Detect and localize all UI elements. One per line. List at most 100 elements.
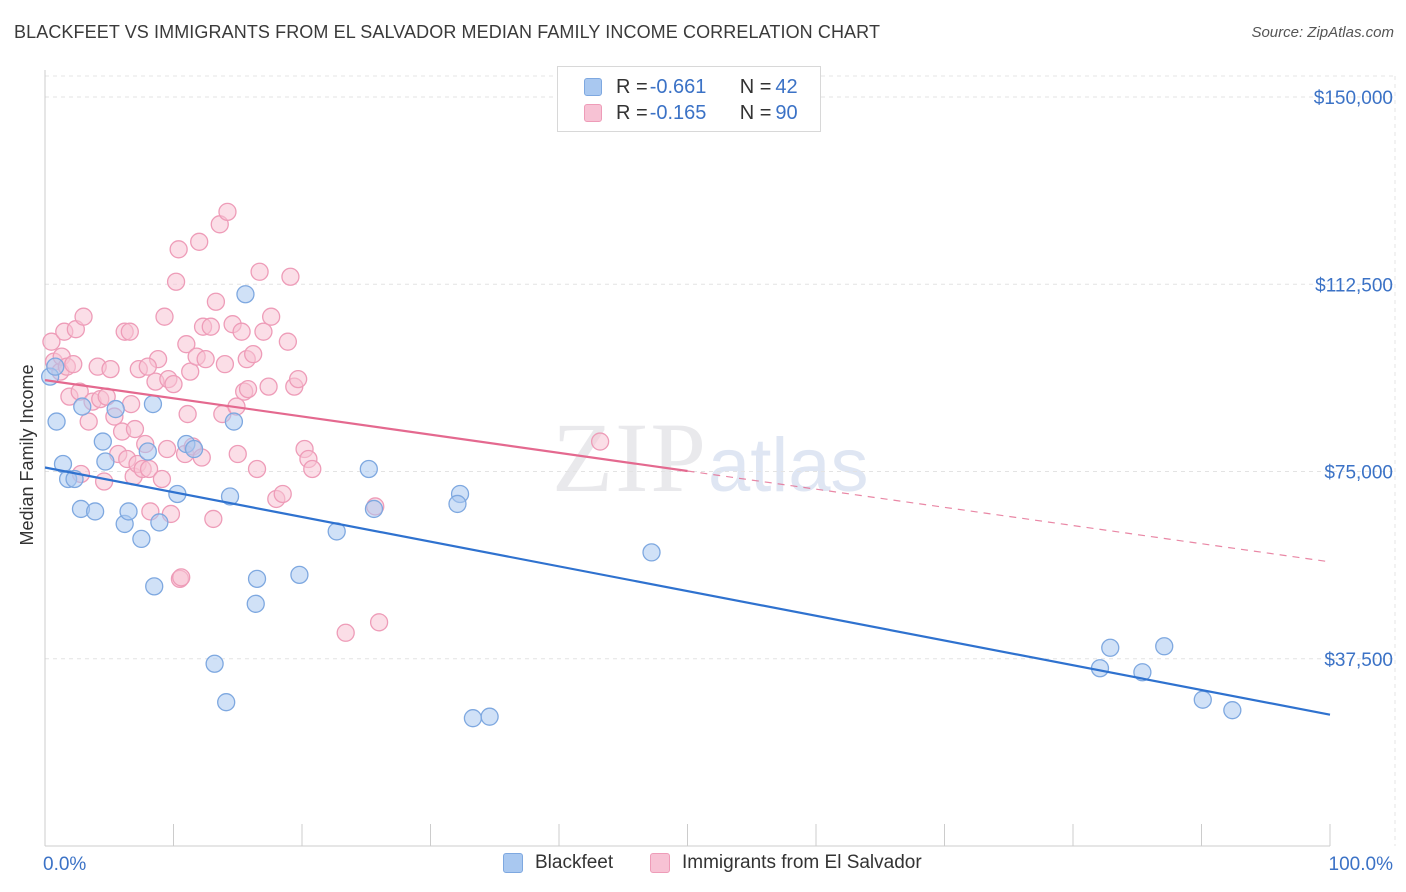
data-point xyxy=(590,432,610,451)
y-tick-label: $75,000 xyxy=(1324,463,1393,484)
x-tick-label-min: 0.0% xyxy=(43,854,86,875)
stats-legend-row-el-salvador: R = -0.165 N = 90 xyxy=(584,102,798,124)
data-point xyxy=(278,332,298,351)
data-point xyxy=(206,292,226,311)
axis-labels: $37,500 $75,000 $112,500 $150,000 0.0% 100.0%… xyxy=(17,88,1393,875)
data-point xyxy=(106,399,125,419)
data-point xyxy=(132,529,151,549)
n-value: 90 xyxy=(775,101,798,124)
watermark-zip: ZIP xyxy=(552,402,708,513)
y-tick-label: $150,000 xyxy=(1314,88,1393,109)
data-point xyxy=(1101,638,1120,657)
legend-label-el-salvador: Immigrants from El Salvador xyxy=(682,852,922,873)
data-point xyxy=(642,543,661,562)
data-point xyxy=(290,565,309,585)
data-point xyxy=(152,469,172,489)
r-value: -0.165 xyxy=(649,101,707,124)
trend-line-extension xyxy=(687,470,1331,563)
data-point xyxy=(250,262,269,281)
data-point xyxy=(94,472,114,491)
data-point xyxy=(121,394,141,414)
data-point xyxy=(215,354,235,374)
trend-lines xyxy=(44,379,1331,716)
blackfeet-legend-swatch xyxy=(503,853,523,873)
data-point xyxy=(247,569,267,589)
n-value: 42 xyxy=(775,75,798,98)
data-point xyxy=(336,623,355,642)
data-point xyxy=(143,394,163,414)
data-point xyxy=(369,613,389,632)
data-point xyxy=(228,444,247,464)
data-point xyxy=(218,202,237,221)
watermark-atlas: atlas xyxy=(708,423,869,508)
stats-legend-row-blackfeet: R = -0.661 N = 42 xyxy=(584,76,798,98)
legend-item-el-salvador[interactable]: Immigrants from El Salvador xyxy=(650,852,922,874)
data-point xyxy=(169,240,188,259)
data-point xyxy=(220,487,240,506)
data-point xyxy=(74,307,93,326)
data-point xyxy=(172,568,191,587)
data-point xyxy=(196,349,215,369)
data-point xyxy=(201,317,220,336)
r-value: -0.661 xyxy=(649,75,707,98)
data-point xyxy=(463,709,483,728)
data-point xyxy=(85,502,105,521)
data-point xyxy=(46,357,65,376)
data-point xyxy=(281,267,300,286)
data-points xyxy=(40,202,1242,728)
trend-line xyxy=(44,466,1331,716)
data-point xyxy=(303,459,322,479)
r-label: R = xyxy=(616,75,648,98)
stats-legend: R = -0.661 N = 42 R = -0.165 N = 90 xyxy=(557,66,821,132)
blackfeet-swatch xyxy=(584,78,602,96)
data-point xyxy=(359,459,378,479)
data-point xyxy=(480,707,499,726)
data-point xyxy=(254,322,273,341)
data-point xyxy=(150,513,169,532)
data-point xyxy=(120,322,139,341)
n-label: N = xyxy=(739,75,772,98)
legend-item-blackfeet[interactable]: Blackfeet xyxy=(503,852,613,874)
data-point xyxy=(138,357,157,376)
data-point xyxy=(157,439,177,459)
el-salvador-swatch xyxy=(584,104,602,122)
data-point xyxy=(190,232,209,251)
r-label: R = xyxy=(616,101,648,124)
data-point xyxy=(119,502,138,521)
data-point xyxy=(184,439,204,459)
data-point xyxy=(1223,701,1242,720)
legend-label-blackfeet: Blackfeet xyxy=(535,852,614,873)
n-label: N = xyxy=(739,101,772,124)
data-point xyxy=(448,494,467,514)
data-point xyxy=(1133,663,1152,682)
trend-line xyxy=(44,379,688,473)
data-point xyxy=(1193,690,1212,709)
data-point xyxy=(262,307,281,326)
data-point xyxy=(288,369,308,389)
data-point xyxy=(101,359,120,379)
data-point xyxy=(93,432,112,451)
watermark: ZIPatlas xyxy=(552,400,869,515)
data-point xyxy=(259,377,278,396)
data-point xyxy=(47,412,66,431)
data-point xyxy=(232,322,251,341)
el-salvador-legend-swatch xyxy=(650,853,670,873)
data-point xyxy=(164,374,183,394)
chart-title: BLACKFEET VS IMMIGRANTS FROM EL SALVADOR… xyxy=(14,22,881,42)
data-point xyxy=(178,404,197,424)
data-point xyxy=(204,509,223,529)
gridlines xyxy=(45,75,1396,846)
data-point xyxy=(125,419,145,439)
data-point xyxy=(238,379,258,399)
data-point xyxy=(224,412,244,431)
data-point xyxy=(244,345,263,364)
data-point xyxy=(145,577,164,596)
x-tick-label-max: 100.0% xyxy=(1329,854,1394,875)
data-point xyxy=(1155,637,1174,656)
data-point xyxy=(96,452,115,471)
data-point xyxy=(246,594,265,613)
data-point xyxy=(364,499,384,519)
data-point xyxy=(177,335,196,354)
data-point xyxy=(247,459,267,479)
